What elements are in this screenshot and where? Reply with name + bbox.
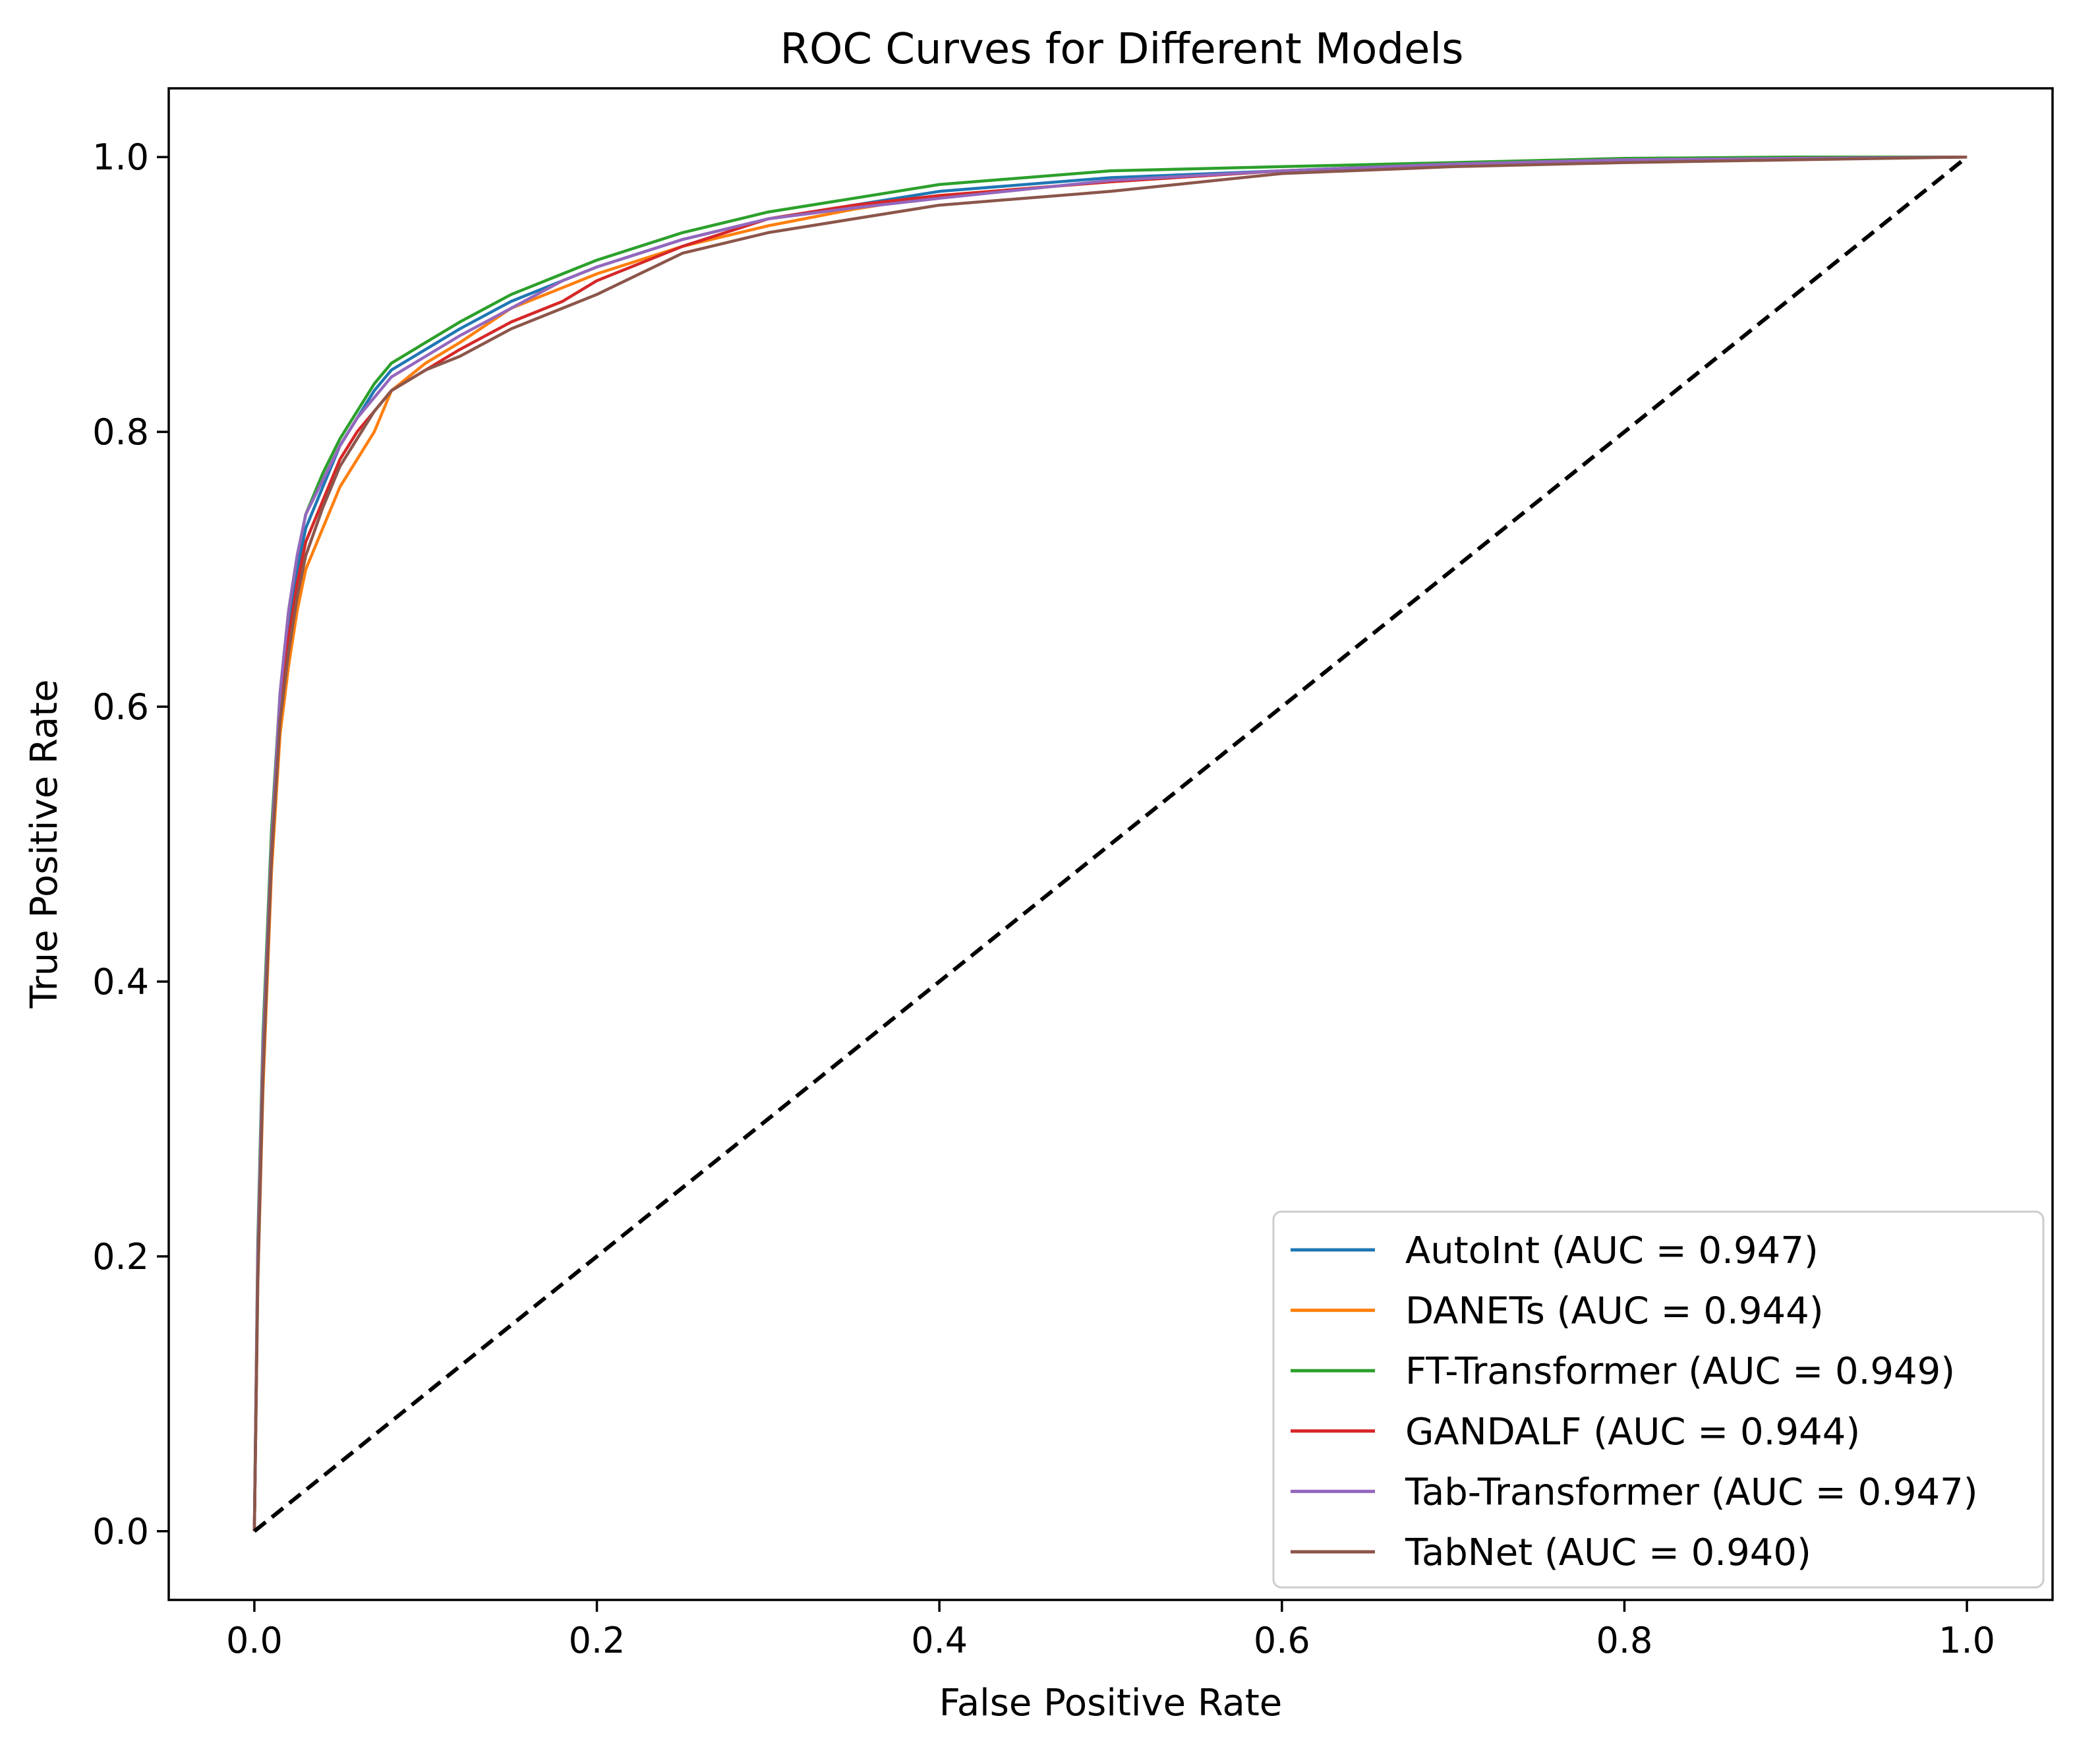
- x-tick-label: 0.2: [569, 1620, 626, 1661]
- roc-line-tabnet: [252, 155, 1968, 1531]
- chance-diagonal-line: [253, 155, 1968, 1533]
- x-tick-label: 1.0: [1939, 1620, 1995, 1661]
- plot-frame: [167, 87, 2054, 1601]
- x-axis-label: False Positive Rate: [939, 1682, 1282, 1725]
- y-tick-label: 1.0: [92, 136, 149, 178]
- x-tick-label: 0.6: [1254, 1620, 1310, 1661]
- y-tick-label: 0.8: [92, 411, 149, 453]
- legend-label-ft-transformer: FT-Transformer (AUC = 0.949): [1405, 1350, 1955, 1393]
- y-tick-label: 0.0: [92, 1511, 149, 1552]
- legend-box: [1272, 1210, 2045, 1589]
- y-axis-label: True Positive Rate: [23, 680, 66, 1009]
- y-tick-label: 0.4: [92, 961, 149, 1003]
- legend-label-autoint: AutoInt (AUC = 0.947): [1405, 1229, 1819, 1272]
- legend-label-tab-transformer: Tab-Transformer (AUC = 0.947): [1405, 1471, 1978, 1514]
- y-tick-label: 0.2: [92, 1236, 149, 1278]
- legend-label-gandalf: GANDALF (AUC = 0.944): [1405, 1411, 1860, 1454]
- y-tick-label: 0.6: [92, 686, 149, 728]
- x-tick-label: 0.4: [911, 1620, 968, 1661]
- series-layer: [252, 155, 1968, 1533]
- legend-label-danets: DANETs (AUC = 0.944): [1405, 1290, 1824, 1333]
- legend-label-tabnet: TabNet (AUC = 0.940): [1405, 1531, 1811, 1574]
- legend-items: AutoInt (AUC = 0.947) DANETs (AUC = 0.944…: [1291, 1229, 1978, 1574]
- roc-line-tab-transformer: [252, 155, 1968, 1531]
- chart-title: ROC Curves for Different Models: [780, 25, 1463, 74]
- x-tick-label: 0.0: [226, 1620, 283, 1661]
- ticks-layer: 0.0 0.2 0.4 0.6 0.8 1.0 0.0 0.2 0.4 0.6 0.8 1.0: [92, 136, 1995, 1661]
- x-tick-label: 0.8: [1596, 1620, 1653, 1661]
- legend: AutoInt (AUC = 0.947) DANETs (AUC = 0.944…: [1272, 1210, 2045, 1589]
